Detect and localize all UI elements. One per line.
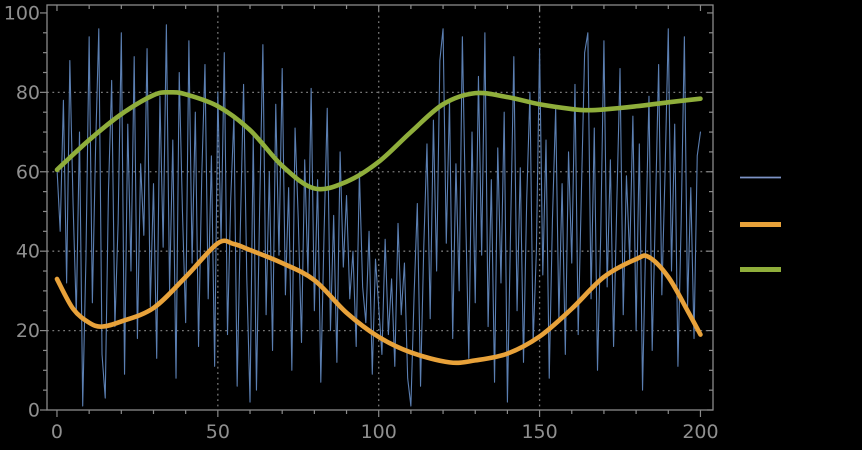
x-tick-label: 100 xyxy=(361,421,397,443)
x-tick-label: 50 xyxy=(206,421,230,443)
y-tick-label: 40 xyxy=(16,241,40,263)
tick-labels: 0 50 100 150 200 0 20 40 60 80 100 xyxy=(4,2,719,443)
plot-area xyxy=(54,24,703,407)
smooth-orange-path xyxy=(54,238,703,366)
y-tick-label: 80 xyxy=(16,82,40,104)
y-tick-label: 0 xyxy=(28,400,40,422)
x-tick-label: 200 xyxy=(682,421,718,443)
x-tick-label: 150 xyxy=(521,421,557,443)
axis-ticks xyxy=(40,5,713,417)
x-tick-label: 0 xyxy=(51,421,63,443)
y-tick-label: 100 xyxy=(4,2,40,24)
smooth-green-path xyxy=(54,89,703,192)
y-tick-label: 60 xyxy=(16,161,40,183)
noisy-data-path xyxy=(56,24,701,407)
legend xyxy=(740,176,781,272)
y-tick-label: 20 xyxy=(16,320,40,342)
axes-frame xyxy=(46,4,714,411)
